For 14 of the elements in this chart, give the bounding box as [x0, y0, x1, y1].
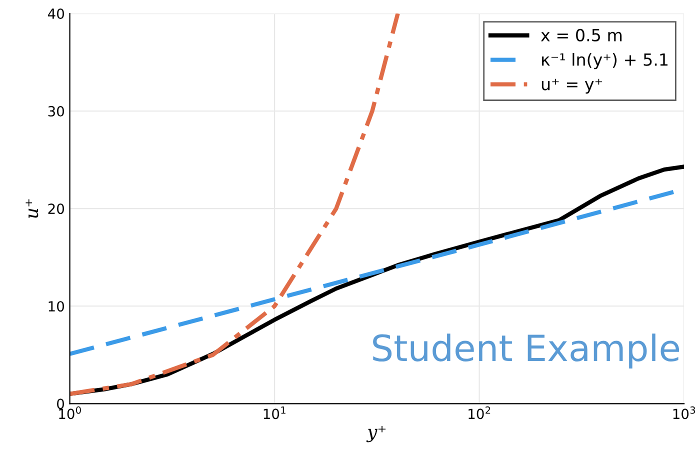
x-tick-label: 10$^{2}$: [468, 406, 490, 420]
y-tick-label: 20: [48, 204, 64, 214]
y-tick-label: 40: [48, 8, 64, 20]
y-tick-label: 30: [48, 106, 64, 117]
legend-label: κ⁻¹ ln(y⁺) + 5.1: [542, 52, 668, 70]
x-tick-label: 10$^{1}$: [264, 406, 286, 420]
y-tick-label: 0: [57, 398, 64, 410]
legend-label: x = 0.5 m: [540, 28, 622, 42]
legend-label: u⁺ = y⁺: [542, 78, 602, 94]
x-tick-label: 10$^{3}$: [673, 406, 696, 420]
y-axis-title: u⁺: [26, 199, 38, 218]
annotation: Student Example: [373, 334, 680, 369]
x-axis-title: y⁺: [366, 426, 386, 442]
y-tick-label: 10: [48, 301, 64, 312]
